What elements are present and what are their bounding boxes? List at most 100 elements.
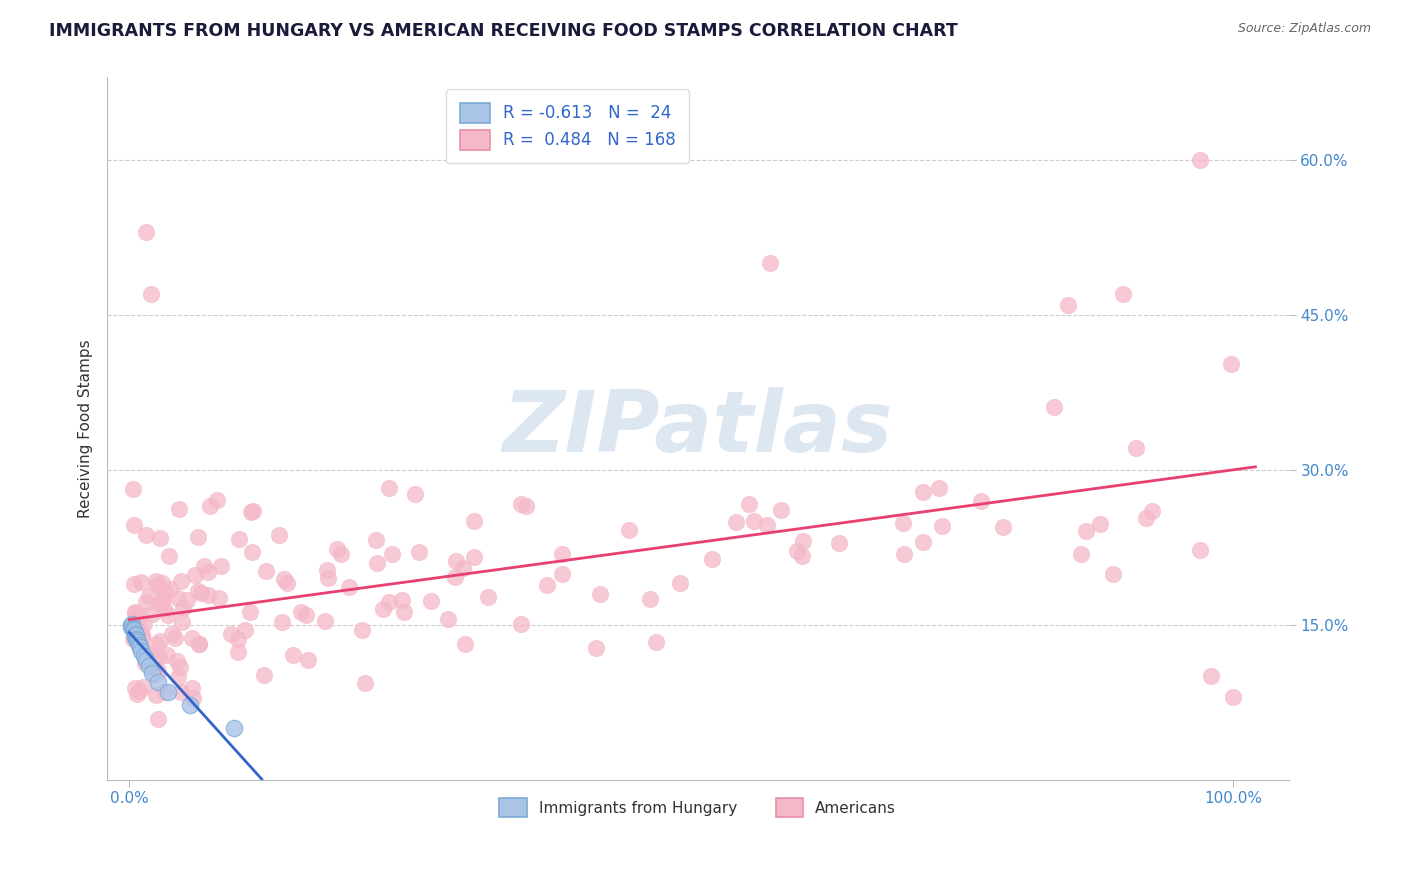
Point	[153, 584, 176, 599]
Point	[122, 627, 145, 641]
Point	[1125, 442, 1147, 456]
Point	[991, 520, 1014, 534]
Point	[509, 496, 531, 510]
Point	[239, 606, 262, 620]
Point	[180, 631, 202, 645]
Point	[404, 487, 426, 501]
Point	[187, 530, 209, 544]
Point	[585, 640, 607, 655]
Point	[371, 602, 394, 616]
Point	[276, 576, 298, 591]
Point	[122, 623, 145, 637]
Point	[436, 611, 458, 625]
Point	[122, 577, 145, 591]
Point	[157, 549, 180, 563]
Point	[325, 542, 347, 557]
Point	[124, 517, 146, 532]
Point	[120, 617, 142, 632]
Point	[208, 591, 231, 606]
Point	[224, 721, 246, 735]
Point	[240, 545, 263, 559]
Point	[131, 643, 153, 657]
Point	[1043, 400, 1066, 414]
Point	[122, 619, 145, 633]
Point	[700, 552, 723, 566]
Point	[148, 712, 170, 726]
Point	[1101, 567, 1123, 582]
Point	[290, 605, 312, 619]
Point	[354, 675, 377, 690]
Point	[420, 594, 443, 608]
Point	[392, 605, 415, 619]
Point	[142, 667, 165, 681]
Point	[271, 615, 294, 629]
Point	[463, 549, 485, 564]
Point	[510, 617, 533, 632]
Point	[125, 633, 148, 648]
Point	[668, 575, 690, 590]
Point	[138, 590, 160, 604]
Point	[314, 614, 336, 628]
Point	[378, 595, 401, 609]
Point	[121, 483, 143, 497]
Point	[150, 575, 173, 590]
Point	[443, 570, 465, 584]
Point	[129, 640, 152, 655]
Legend: Immigrants from Hungary, Americans: Immigrants from Hungary, Americans	[492, 790, 904, 824]
Point	[228, 632, 250, 647]
Point	[134, 656, 156, 670]
Point	[187, 637, 209, 651]
Point	[1189, 153, 1212, 167]
Point	[148, 650, 170, 665]
Point	[350, 623, 373, 637]
Point	[146, 665, 169, 679]
Point	[121, 621, 143, 635]
Point	[316, 570, 339, 584]
Point	[205, 493, 228, 508]
Point	[1140, 504, 1163, 518]
Point	[124, 681, 146, 695]
Point	[911, 485, 934, 500]
Point	[1222, 690, 1244, 704]
Point	[181, 690, 204, 705]
Y-axis label: Receiving Food Stamps: Receiving Food Stamps	[79, 339, 93, 518]
Point	[128, 683, 150, 698]
Point	[1112, 287, 1135, 301]
Point	[281, 648, 304, 662]
Point	[446, 554, 468, 568]
Point	[135, 225, 157, 239]
Point	[184, 567, 207, 582]
Point	[1088, 516, 1111, 531]
Point	[477, 590, 499, 604]
Point	[132, 616, 155, 631]
Point	[149, 634, 172, 648]
Point	[159, 582, 181, 596]
Point	[454, 637, 477, 651]
Point	[1076, 524, 1098, 538]
Point	[153, 685, 176, 699]
Point	[179, 698, 201, 713]
Point	[122, 622, 145, 636]
Point	[912, 534, 935, 549]
Point	[330, 547, 353, 561]
Text: ZIPatlas: ZIPatlas	[503, 387, 893, 470]
Point	[135, 528, 157, 542]
Point	[377, 482, 399, 496]
Point	[828, 536, 851, 550]
Point	[550, 567, 572, 582]
Point	[145, 689, 167, 703]
Point	[193, 558, 215, 573]
Point	[166, 654, 188, 668]
Point	[197, 565, 219, 579]
Point	[408, 545, 430, 559]
Point	[742, 514, 765, 528]
Point	[172, 615, 194, 629]
Point	[1189, 543, 1212, 558]
Point	[128, 639, 150, 653]
Point	[125, 628, 148, 642]
Point	[551, 547, 574, 561]
Point	[792, 533, 814, 548]
Point	[128, 621, 150, 635]
Point	[769, 502, 792, 516]
Point	[141, 287, 163, 301]
